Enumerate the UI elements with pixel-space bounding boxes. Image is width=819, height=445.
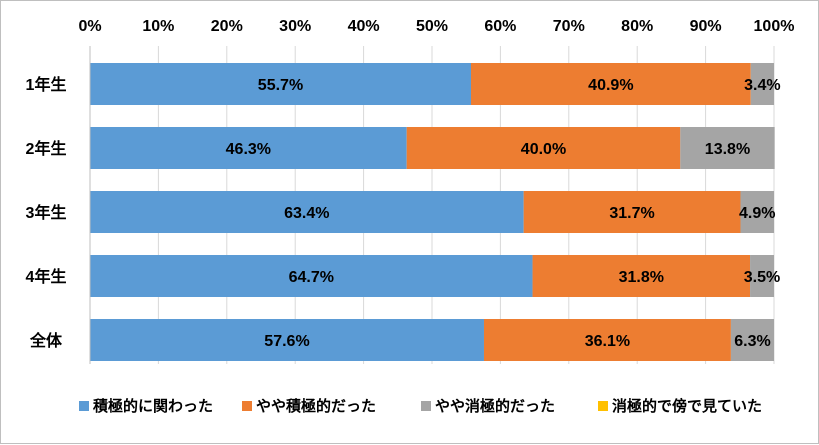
legend-label: 消極的で傍で見ていた — [612, 397, 762, 415]
data-label: 63.4% — [284, 205, 329, 222]
x-tick-label: 10% — [142, 18, 174, 35]
category-label: 3年生 — [26, 203, 67, 222]
data-label: 57.6% — [264, 333, 309, 350]
data-label: 55.7% — [258, 77, 303, 94]
x-tick-label: 20% — [211, 18, 243, 35]
data-label: 3.4% — [744, 77, 780, 94]
legend-swatch — [598, 401, 608, 411]
x-tick-label: 80% — [621, 18, 653, 35]
bar-segment — [750, 63, 774, 105]
data-label: 4.9% — [739, 205, 775, 222]
data-label: 6.3% — [734, 333, 770, 350]
bar-segment — [730, 319, 774, 361]
category-label: 1年生 — [26, 75, 67, 94]
data-label: 31.8% — [619, 269, 664, 286]
bar-segment — [532, 255, 751, 297]
bar-segment — [740, 191, 774, 233]
data-label: 31.7% — [609, 205, 654, 222]
legend: 積極的に関わった やや積極的だった やや消極的だった 消極的で傍で見ていた — [79, 397, 762, 415]
x-tick-label: 0% — [78, 18, 101, 35]
legend-swatch — [79, 401, 89, 411]
bar-segment — [90, 127, 407, 169]
category-label: 2年生 — [26, 139, 67, 158]
data-label: 40.9% — [588, 77, 633, 94]
bar-segment — [750, 255, 774, 297]
legend-label: やや消極的だった — [435, 397, 555, 415]
x-tick-label: 30% — [279, 18, 311, 35]
data-label: 40.0% — [521, 141, 566, 158]
x-tick-label: 100% — [754, 18, 795, 35]
data-label: 64.7% — [289, 269, 334, 286]
x-tick-label: 60% — [484, 18, 516, 35]
legend-label: やや積極的だった — [256, 397, 376, 415]
legend-swatch — [242, 401, 252, 411]
bar-segment — [483, 319, 731, 361]
category-label: 全体 — [29, 331, 63, 350]
x-tick-label: 50% — [416, 18, 448, 35]
bar-segment — [523, 191, 741, 233]
legend-label: 積極的に関わった — [92, 397, 213, 415]
x-tick-label: 70% — [553, 18, 585, 35]
x-axis-ticks: 0% 10% 20% 30% 40% 50% 60% 70% 80% 90% 100% — [78, 18, 794, 35]
bar-segment — [90, 191, 524, 233]
legend-swatch — [421, 401, 431, 411]
bar-segment — [680, 127, 775, 169]
data-label: 13.8% — [705, 141, 750, 158]
bar-segment — [470, 63, 751, 105]
data-labels: 55.7% 40.9% 3.4% 46.3% 40.0% 13.8% 63.4% 31.7% 4… — [226, 77, 781, 350]
x-tick-label: 90% — [690, 18, 722, 35]
data-label: 3.5% — [744, 269, 780, 286]
data-label: 36.1% — [585, 333, 630, 350]
bar-segment — [90, 319, 484, 361]
bars — [90, 63, 775, 361]
category-label: 4年生 — [26, 267, 67, 286]
data-label: 46.3% — [226, 141, 271, 158]
bar-segment — [406, 127, 681, 169]
bar-segment — [90, 255, 533, 297]
bar-segment — [90, 63, 471, 105]
x-tick-label: 40% — [348, 18, 380, 35]
